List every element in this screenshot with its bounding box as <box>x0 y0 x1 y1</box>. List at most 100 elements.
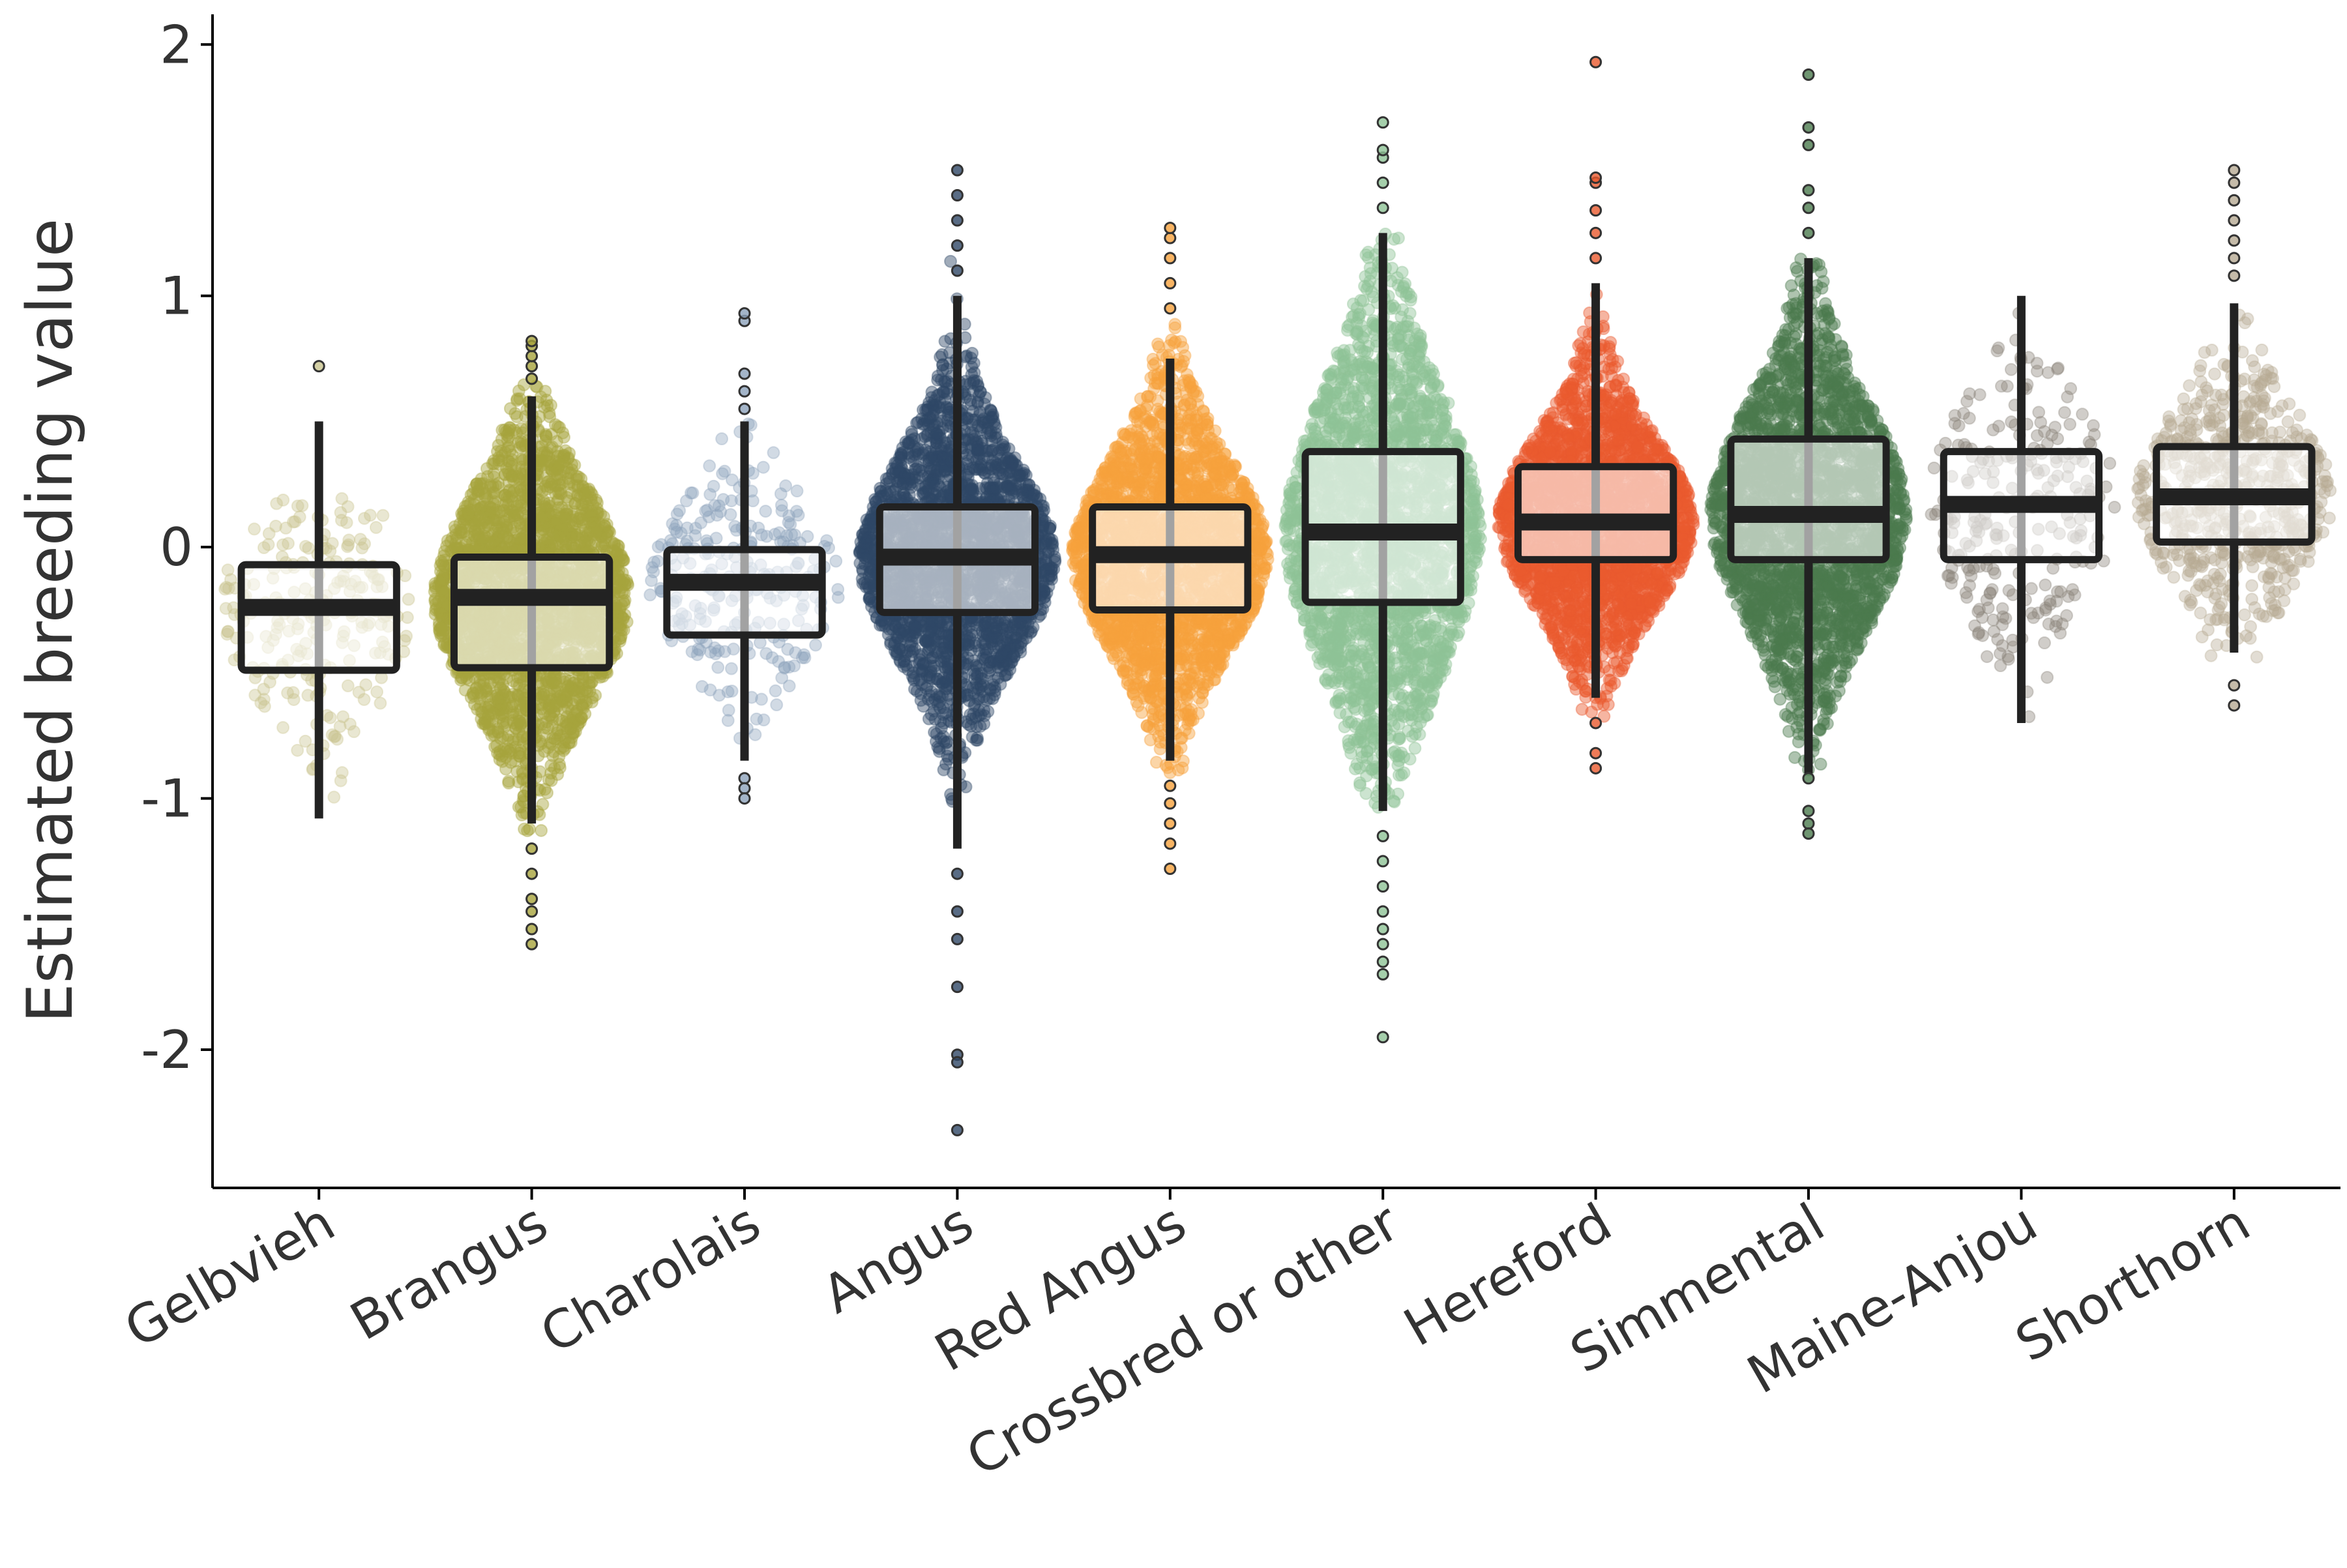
data-point <box>514 800 528 814</box>
data-point <box>222 582 235 595</box>
data-point <box>492 725 505 739</box>
data-point <box>703 683 717 697</box>
data-point <box>469 477 483 491</box>
data-point <box>323 544 337 558</box>
data-point <box>325 537 339 550</box>
data-point <box>572 717 585 730</box>
data-point <box>248 688 262 702</box>
data-point <box>334 774 347 788</box>
data-point <box>568 707 582 720</box>
data-point <box>746 466 760 480</box>
data-point <box>759 505 773 518</box>
data-point <box>578 535 591 548</box>
data-point <box>448 540 462 554</box>
data-point <box>435 583 449 597</box>
data-point <box>258 700 271 713</box>
data-point <box>374 696 387 710</box>
data-point <box>778 661 791 675</box>
data-point <box>334 506 347 520</box>
data-point <box>492 516 506 529</box>
data-point <box>498 696 512 710</box>
data-point <box>429 597 443 611</box>
data-point <box>299 540 312 554</box>
data-point <box>347 725 361 739</box>
data-point <box>477 521 491 535</box>
data-point <box>469 681 483 695</box>
data-point <box>370 685 384 699</box>
data-point <box>352 685 366 699</box>
data-point <box>617 595 630 608</box>
data-point <box>536 797 550 811</box>
data-point <box>561 688 574 702</box>
data-point <box>514 717 528 730</box>
data-point <box>809 638 823 652</box>
data-point <box>600 527 614 541</box>
data-point <box>509 464 522 478</box>
data-point <box>539 434 552 448</box>
data-point <box>467 689 480 703</box>
data-point <box>514 434 527 448</box>
data-point <box>550 517 563 531</box>
data-point <box>221 625 235 638</box>
data-point <box>507 733 520 747</box>
data-point <box>295 499 309 512</box>
data-point <box>473 692 487 706</box>
data-point <box>511 688 525 702</box>
data-point <box>703 488 717 501</box>
data-point <box>218 582 232 596</box>
data-point <box>224 573 237 587</box>
data-point <box>428 608 442 621</box>
data-point <box>725 684 739 698</box>
data-point <box>276 538 289 552</box>
data-point <box>552 460 565 473</box>
data-point <box>597 540 611 554</box>
data-point <box>286 515 300 529</box>
data-point <box>562 466 576 479</box>
data-point <box>485 729 499 743</box>
data-point <box>782 516 795 529</box>
data-point <box>327 790 341 804</box>
data-point <box>514 718 527 732</box>
data-point <box>490 513 503 527</box>
data-point <box>248 522 261 536</box>
data-point <box>484 506 497 520</box>
data-point <box>831 591 845 604</box>
data-point <box>504 690 518 704</box>
data-point <box>618 578 632 591</box>
data-point <box>559 538 572 552</box>
data-point <box>555 535 569 549</box>
data-point <box>769 684 782 698</box>
data-point <box>480 462 494 475</box>
data-point <box>553 421 567 434</box>
data-point <box>518 822 531 836</box>
data-point <box>464 488 478 501</box>
data-point <box>276 720 290 734</box>
data-point <box>479 717 492 731</box>
data-point <box>535 454 549 468</box>
data-point <box>513 715 527 728</box>
data-point <box>505 449 519 462</box>
data-point <box>363 509 377 522</box>
data-point <box>565 527 579 540</box>
data-point <box>724 662 738 675</box>
data-point <box>515 808 529 822</box>
data-point <box>748 728 762 741</box>
data-point <box>582 679 596 692</box>
data-point <box>475 472 488 486</box>
data-point <box>576 685 589 698</box>
data-point <box>435 622 449 636</box>
data-point <box>829 554 843 568</box>
data-point <box>591 496 604 510</box>
data-point <box>715 432 729 446</box>
data-point <box>471 523 484 537</box>
data-point <box>286 686 300 700</box>
data-point <box>570 469 583 483</box>
data-point <box>703 645 717 659</box>
data-point <box>544 398 558 412</box>
data-point <box>576 698 589 712</box>
data-point <box>437 638 451 652</box>
data-point <box>478 514 492 527</box>
data-point <box>400 611 414 625</box>
data-point <box>503 421 516 434</box>
